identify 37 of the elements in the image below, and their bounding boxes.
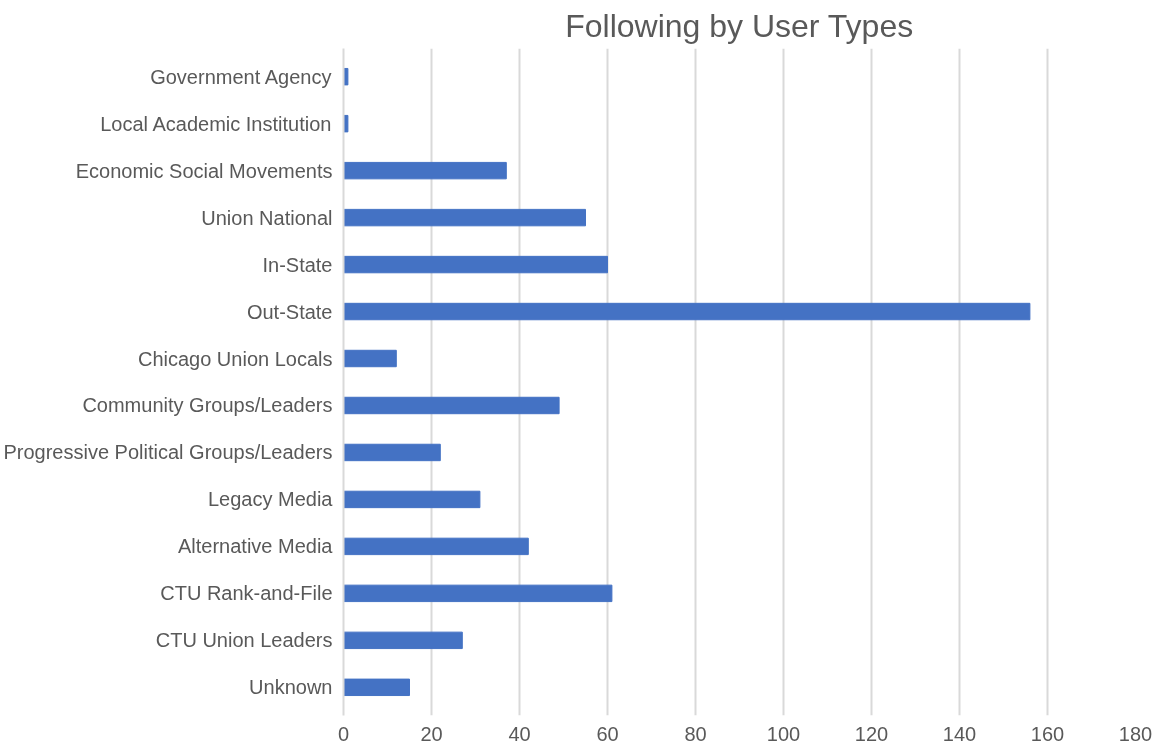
bar — [343, 161, 507, 180]
y-tick-label: Local Academic Institution — [100, 112, 332, 135]
bar — [343, 208, 586, 227]
y-tick-label: In-State — [262, 253, 333, 276]
x-tick-label: 160 — [1030, 722, 1065, 745]
x-tick-label: 0 — [337, 722, 350, 745]
y-tick-label: Chicago Union Locals — [137, 347, 333, 370]
bar — [343, 631, 463, 650]
x-tick-label: 40 — [508, 722, 531, 745]
x-tick-label: 80 — [684, 722, 707, 745]
y-tick-label: Government Agency — [150, 65, 332, 88]
bar — [343, 349, 397, 368]
x-tick-label: 60 — [596, 722, 619, 745]
y-tick-label: Union National — [201, 206, 333, 229]
x-tick-label: 180 — [1118, 722, 1153, 745]
bar — [343, 584, 613, 603]
x-tick-label: 140 — [942, 722, 977, 745]
x-tick-label: 100 — [766, 722, 801, 745]
bar — [343, 678, 410, 697]
bar — [343, 255, 608, 274]
y-tick-label: CTU Rank-and-File — [160, 582, 333, 605]
x-tick-label: 20 — [420, 722, 443, 745]
y-tick-label: Out-State — [246, 300, 333, 323]
y-tick-label: Unknown — [249, 676, 333, 699]
x-tick-label: 120 — [854, 722, 889, 745]
y-tick-label: Alternative Media — [177, 535, 334, 558]
chart-title: Following by User Types — [565, 7, 914, 44]
bar — [343, 396, 560, 415]
y-tick-label: CTU Union Leaders — [155, 629, 333, 652]
bar — [343, 537, 529, 556]
y-tick-label: Legacy Media — [207, 488, 334, 511]
y-tick-label: Economic Social Movements — [75, 159, 333, 182]
bar — [343, 490, 481, 509]
y-tick-label: Progressive Political Groups/Leaders — [3, 441, 333, 464]
bar — [343, 443, 441, 462]
bar — [343, 302, 1031, 321]
y-tick-label: Community Groups/Leaders — [82, 394, 333, 417]
